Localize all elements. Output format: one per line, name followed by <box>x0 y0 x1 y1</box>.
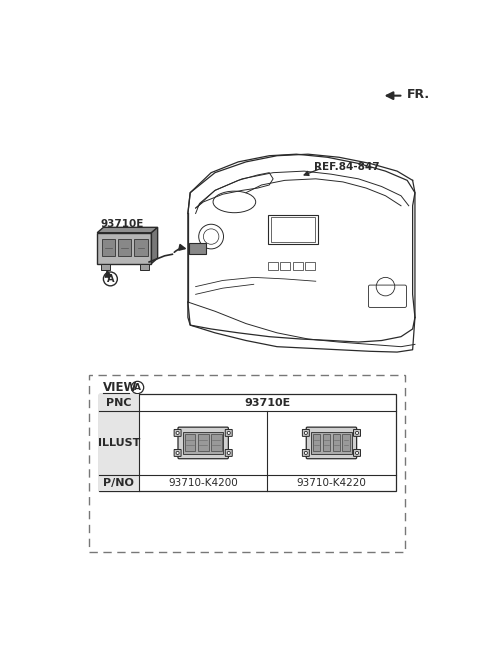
Bar <box>190 243 206 255</box>
Bar <box>89 375 405 552</box>
Circle shape <box>356 432 359 434</box>
Bar <box>271 217 315 242</box>
Circle shape <box>176 432 179 434</box>
FancyBboxPatch shape <box>306 427 357 459</box>
Bar <box>292 262 302 270</box>
Text: FR.: FR. <box>407 89 430 102</box>
Text: A: A <box>107 274 114 284</box>
Bar <box>99 394 396 491</box>
FancyBboxPatch shape <box>178 427 228 459</box>
Bar <box>268 262 278 270</box>
Bar <box>102 239 115 256</box>
FancyBboxPatch shape <box>225 430 232 436</box>
Bar <box>198 434 209 451</box>
Bar <box>99 411 139 474</box>
Text: A: A <box>134 383 141 392</box>
Bar <box>305 262 315 270</box>
FancyBboxPatch shape <box>302 430 309 436</box>
Text: P/NO: P/NO <box>104 478 134 488</box>
Circle shape <box>227 451 230 455</box>
Bar <box>99 474 139 491</box>
Bar <box>183 432 223 454</box>
Text: REF.84-847: REF.84-847 <box>314 162 380 172</box>
Bar <box>211 434 222 451</box>
Text: 93710E: 93710E <box>100 219 144 229</box>
Bar <box>333 434 340 451</box>
FancyBboxPatch shape <box>354 430 360 436</box>
Polygon shape <box>97 228 157 233</box>
Text: 93710-K4200: 93710-K4200 <box>168 478 238 488</box>
Text: 93710-K4220: 93710-K4220 <box>297 478 366 488</box>
Circle shape <box>227 432 230 434</box>
Circle shape <box>356 451 359 455</box>
Text: 93710E: 93710E <box>244 398 290 408</box>
Bar <box>185 434 195 451</box>
Bar <box>97 233 152 264</box>
Bar <box>140 264 149 270</box>
Bar <box>323 434 330 451</box>
Circle shape <box>176 451 179 455</box>
FancyBboxPatch shape <box>302 449 309 457</box>
Circle shape <box>304 432 307 434</box>
Text: VIEW: VIEW <box>103 381 138 394</box>
Bar <box>99 394 139 411</box>
Bar <box>101 264 110 270</box>
Bar <box>268 215 318 244</box>
Bar <box>313 434 321 451</box>
Circle shape <box>304 451 307 455</box>
Bar <box>118 239 132 256</box>
Text: ILLUST: ILLUST <box>98 438 140 448</box>
Bar <box>280 262 290 270</box>
Text: PNC: PNC <box>106 398 132 408</box>
FancyBboxPatch shape <box>174 430 181 436</box>
FancyBboxPatch shape <box>225 449 232 457</box>
Polygon shape <box>152 228 157 264</box>
Bar <box>343 434 350 451</box>
FancyBboxPatch shape <box>354 449 360 457</box>
Bar <box>312 432 351 454</box>
FancyBboxPatch shape <box>174 449 181 457</box>
Bar <box>134 239 147 256</box>
